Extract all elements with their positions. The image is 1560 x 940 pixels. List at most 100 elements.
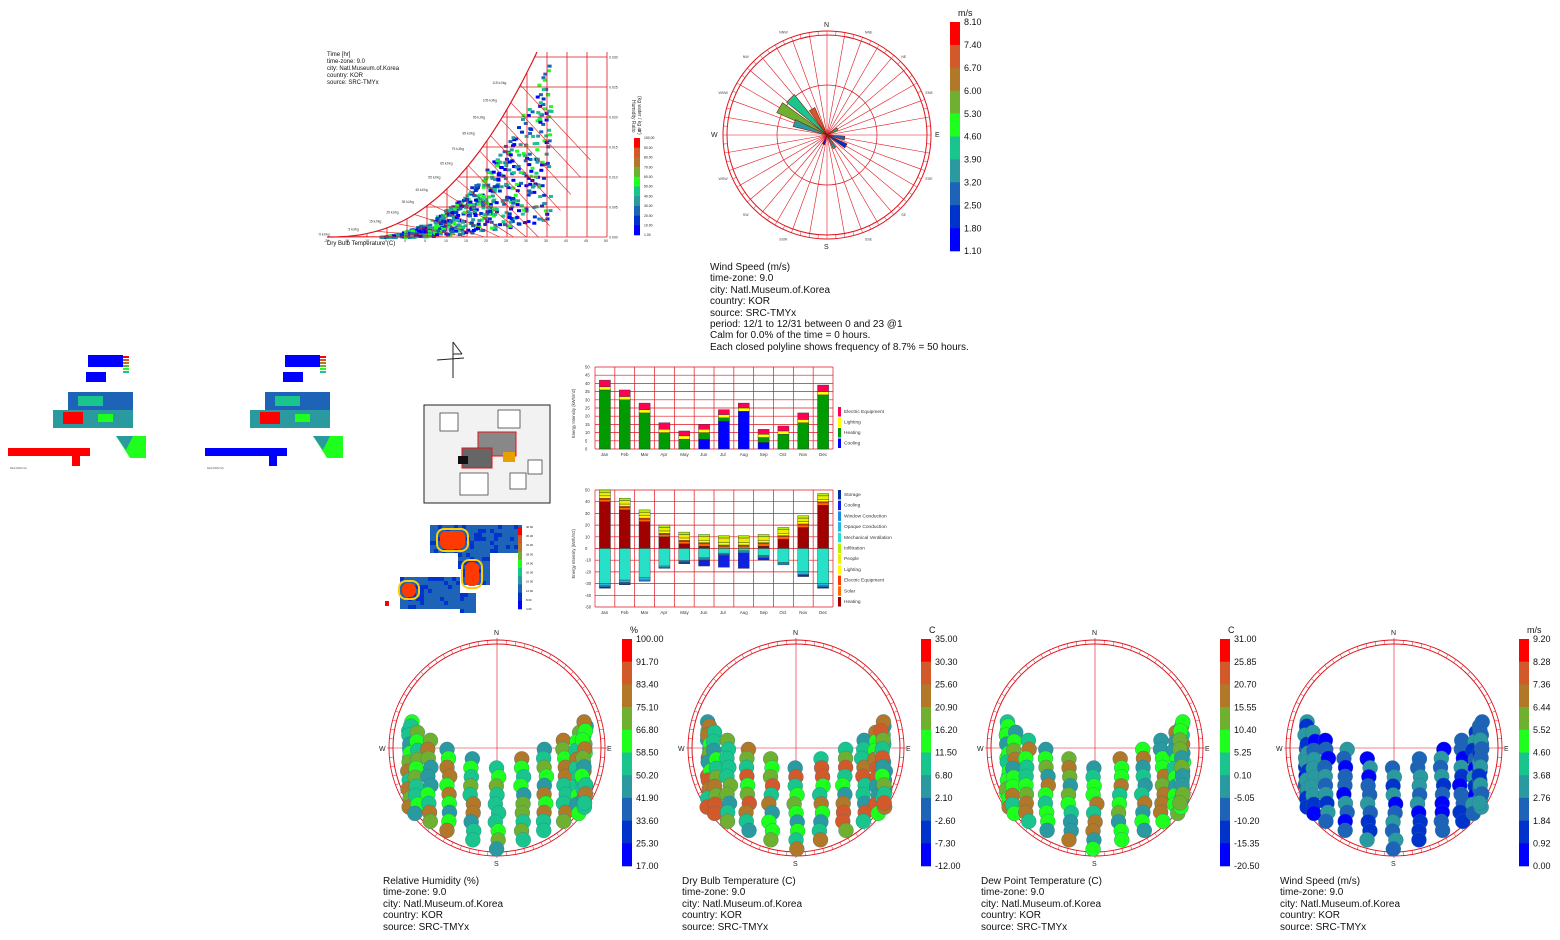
psy-density-cell — [489, 226, 494, 230]
x-tick: Oct — [779, 610, 787, 615]
site-dark — [458, 456, 468, 464]
psy-density-cell — [512, 138, 517, 142]
sky-tick — [831, 646, 834, 651]
sky-tick — [1296, 791, 1300, 794]
sky-tick — [1311, 678, 1315, 682]
heat-cell — [420, 593, 424, 597]
rose-tick — [808, 32, 810, 37]
sun-position-dot — [1455, 813, 1471, 829]
heat-cell — [408, 601, 412, 605]
psy-density-cell — [507, 160, 512, 164]
heat-cell — [464, 593, 468, 597]
sky-tick — [1473, 678, 1477, 682]
psy-density-cell — [521, 152, 526, 156]
info-line: city: Natl.Museum.of.Korea — [1280, 898, 1401, 910]
sky-tick — [733, 659, 737, 663]
psy-density-cell — [541, 103, 546, 107]
sky-dir-n: N — [1391, 630, 1396, 637]
psy-density-cell — [467, 202, 472, 206]
enthalpy-label: 85 kJ/kg — [462, 132, 474, 136]
sky-tick — [689, 765, 694, 768]
heat-cell — [434, 545, 438, 549]
sky-tick — [839, 650, 842, 654]
heat-cell — [462, 545, 466, 549]
sun-position-dot — [812, 832, 829, 848]
heat-cell — [502, 529, 506, 533]
psy-legend-swatch — [634, 147, 640, 158]
psy-density-cell — [486, 170, 491, 174]
sky-legend-0-swatch — [622, 684, 632, 708]
rose-legend-swatch — [950, 67, 960, 91]
energy-bar-storage — [618, 583, 631, 585]
sky-tick — [459, 845, 462, 850]
sky-info-1: Dry Bulb Temperature (C) time-zone: 9.0 … — [682, 876, 802, 933]
psy-density-cell — [450, 230, 455, 234]
rose-minor-dir: NW — [743, 55, 750, 59]
enthalpy-label: 55 kJ/kg — [428, 175, 440, 179]
psy-density-cell — [486, 206, 491, 210]
psy-density-cell — [429, 231, 434, 235]
sky-legend-0-swatch — [622, 820, 632, 844]
psy-density-cell — [511, 136, 516, 140]
rose-legend-unit: m/s — [958, 8, 973, 18]
heat-cell — [434, 529, 438, 533]
energy-bar-electric-equipment — [797, 412, 810, 420]
sky-tick — [548, 654, 552, 659]
sky-tick — [434, 659, 438, 663]
enthalpy-line — [468, 165, 539, 238]
psy-density-cell — [528, 127, 533, 131]
sky-legend-3-swatch — [1519, 639, 1529, 662]
energy-bar-cooling — [757, 557, 770, 561]
sun-position-dot — [407, 805, 423, 822]
sky-tick — [1197, 765, 1202, 768]
heat-cell — [428, 577, 432, 581]
psy-density-cell — [456, 223, 461, 227]
heat-cell — [494, 533, 498, 537]
heat-cell — [486, 549, 490, 553]
heat-cell — [448, 577, 452, 581]
sky-tick — [1496, 765, 1501, 768]
psy-density-cell — [463, 224, 468, 228]
heat-cell — [478, 573, 482, 577]
psy-density-cell — [536, 111, 541, 115]
enthalpy-line — [346, 236, 417, 238]
sky-tick — [1496, 728, 1501, 731]
info-line: Wind Speed (m/s) — [710, 262, 791, 273]
energy-bar-heating — [638, 521, 651, 549]
heat-cell — [486, 561, 490, 565]
sky-dir-e: E — [607, 746, 612, 753]
rose-tick — [726, 107, 731, 110]
psy-density-cell — [502, 223, 507, 227]
sky-tick — [1057, 646, 1060, 651]
psy-density-cell — [436, 217, 441, 221]
sky-legend-1-swatch — [921, 729, 931, 753]
sky-tick — [694, 783, 699, 786]
psy-density-cell — [481, 203, 486, 207]
psy-density-cell — [545, 93, 550, 97]
heat-cell — [470, 553, 474, 557]
sky-tick — [1032, 659, 1036, 663]
heat-cell — [432, 593, 436, 597]
bldg-elevation — [269, 448, 277, 466]
psy-density-cell — [444, 232, 449, 236]
mini-legend-swatch — [123, 359, 129, 361]
psy-legend-swatch — [634, 205, 640, 216]
sun-position-dot — [1021, 813, 1037, 829]
psy-density-cell — [502, 202, 507, 206]
heat-cell — [472, 605, 476, 609]
info-line: city: Natl.Museum.of.Korea — [710, 284, 831, 296]
heat-cell — [472, 609, 476, 613]
psy-density-cell — [397, 234, 402, 238]
heat-cell — [514, 545, 518, 549]
psy-density-cell — [471, 203, 476, 207]
heat-cell — [448, 581, 452, 585]
rose-legend-label: 5.30 — [964, 109, 982, 119]
heat-cell — [462, 553, 466, 557]
enthalpy-line — [429, 203, 500, 238]
energy-bar-lighting — [618, 396, 631, 400]
sky-tick — [847, 654, 851, 659]
sky-tick — [1411, 641, 1414, 646]
heat-cell — [462, 525, 466, 529]
psy-density-cell — [439, 217, 444, 221]
psy-density-cell — [510, 219, 515, 223]
